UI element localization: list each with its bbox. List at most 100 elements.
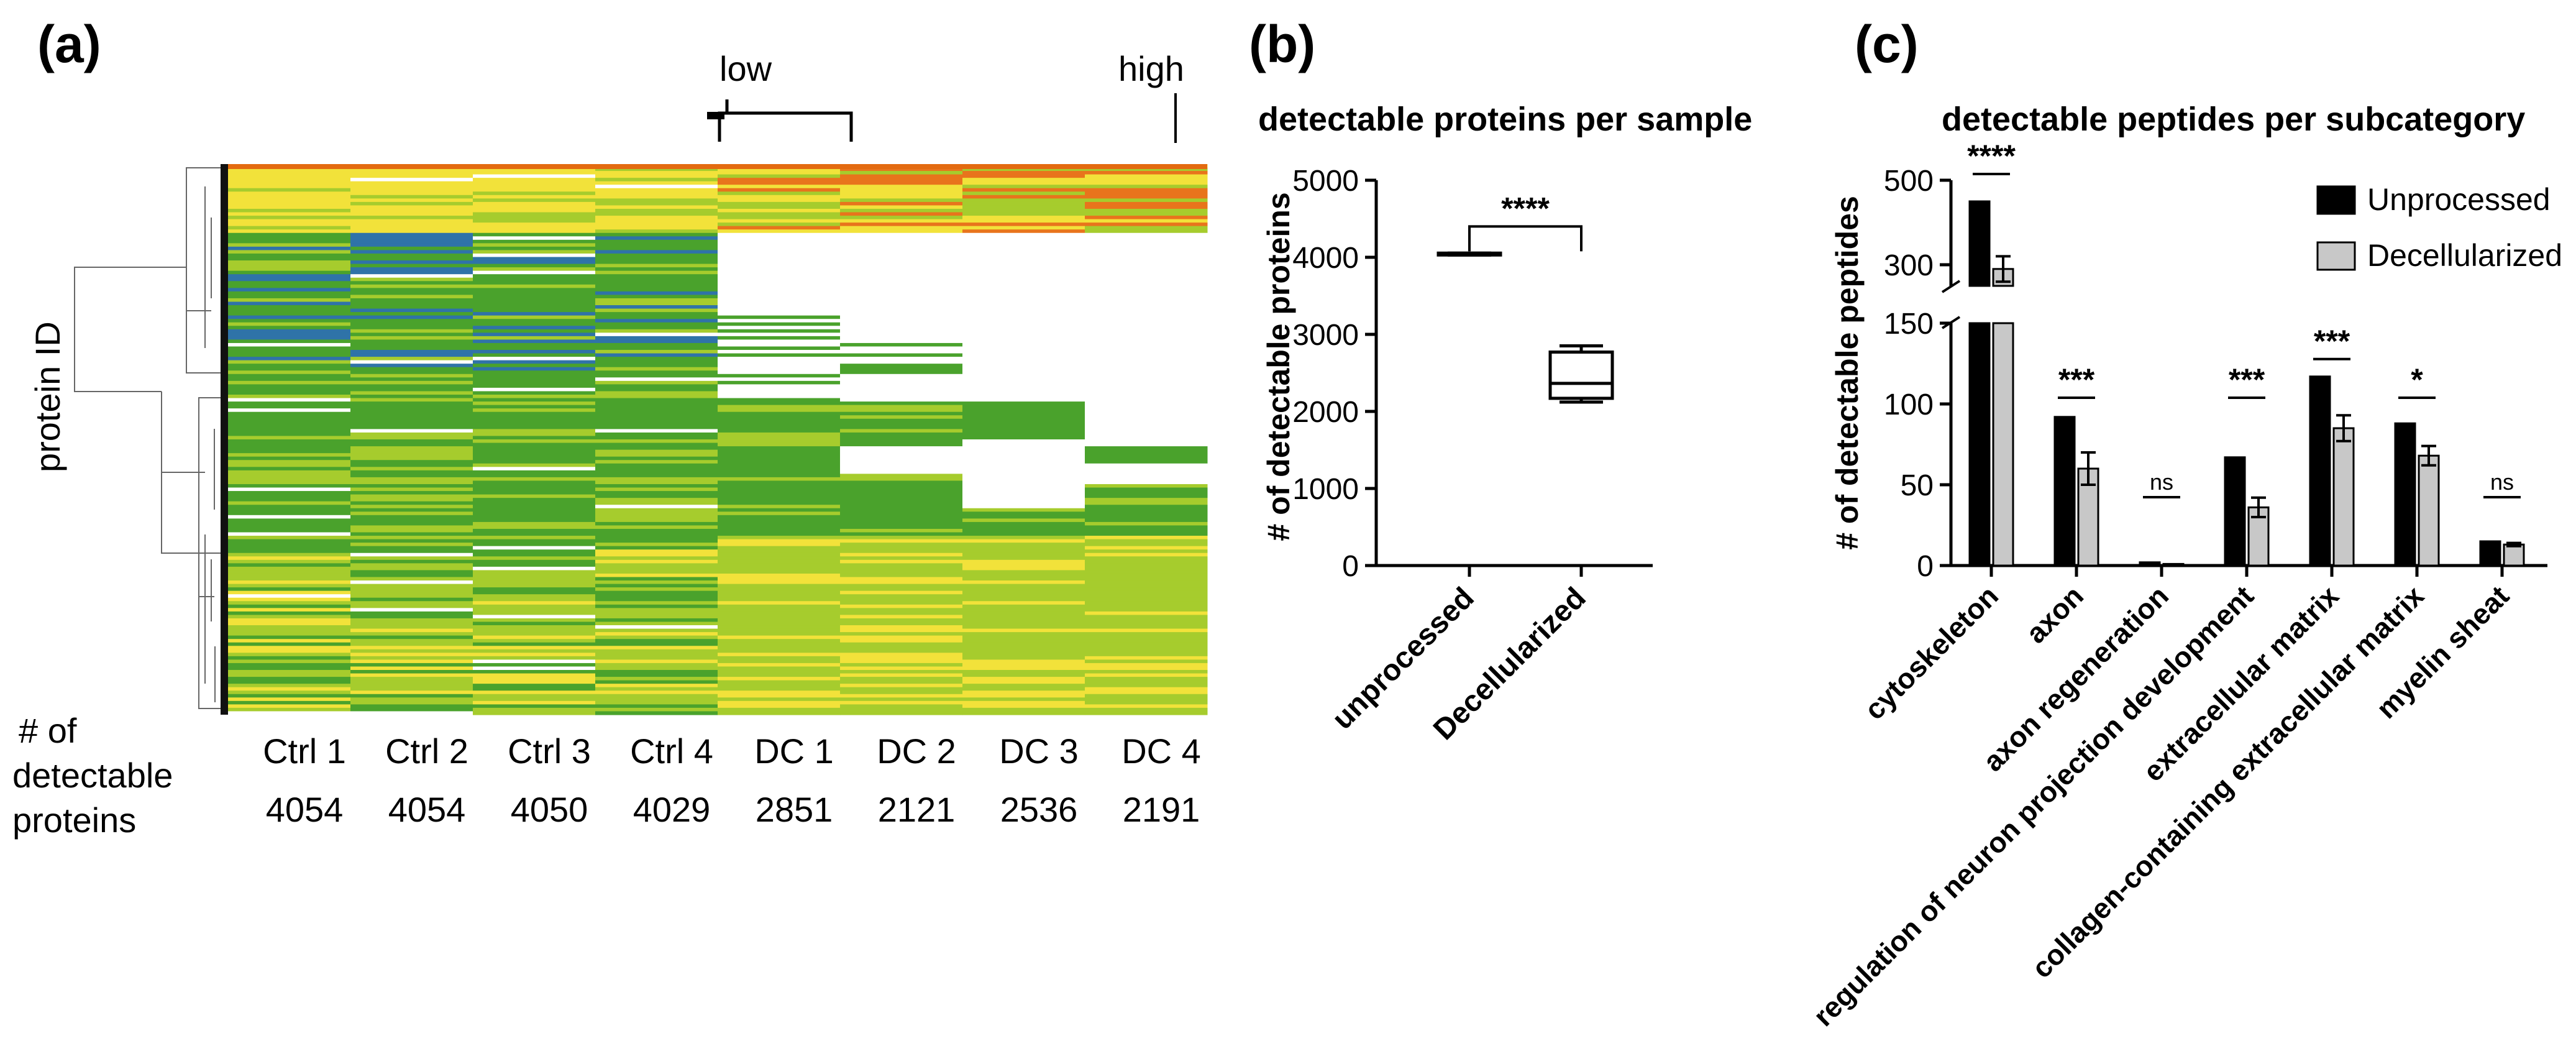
heatmap-cell bbox=[962, 521, 1085, 526]
heatmap-cell bbox=[840, 521, 963, 526]
heatmap-cell bbox=[1085, 305, 1208, 309]
heatmap-cell bbox=[1085, 528, 1208, 533]
heatmap-cell bbox=[840, 208, 963, 213]
heatmap-cell bbox=[962, 639, 1085, 643]
heatmap-cell bbox=[350, 408, 473, 413]
heatmap-cell bbox=[473, 205, 596, 209]
heatmap-cell bbox=[473, 597, 596, 602]
heatmap-cell bbox=[473, 687, 596, 691]
heatmap-cell bbox=[840, 470, 963, 474]
heatmap-cell bbox=[962, 559, 1085, 564]
heatmap-cell bbox=[228, 573, 351, 578]
heatmap-cell bbox=[718, 543, 841, 547]
heatmap-cell bbox=[350, 694, 473, 698]
heatmap-cell bbox=[473, 195, 596, 199]
heatmap-cell bbox=[840, 659, 963, 664]
boxplot-ytick-label: 5000 bbox=[1292, 165, 1359, 198]
heatmap-cell bbox=[718, 625, 841, 630]
heatmap-cell bbox=[595, 543, 718, 547]
heatmap-cell bbox=[473, 487, 596, 492]
heatmap-cell bbox=[595, 232, 718, 237]
heatmap-cell bbox=[718, 198, 841, 203]
heatmap-cell bbox=[595, 677, 718, 681]
heatmap-cell bbox=[350, 264, 473, 268]
heatmap-cell bbox=[840, 477, 963, 482]
heatmap-cell bbox=[718, 315, 841, 319]
heatmap-cell bbox=[1085, 201, 1208, 206]
heatmap-cell bbox=[718, 319, 841, 323]
heatmap-cell bbox=[595, 243, 718, 247]
heatmap-cell bbox=[840, 312, 963, 316]
heatmap-cell bbox=[595, 329, 718, 333]
heatmap-cell bbox=[228, 216, 351, 220]
heatmap-cell bbox=[350, 684, 473, 688]
heatmap-cell bbox=[595, 632, 718, 636]
heatmap-cell bbox=[718, 494, 841, 498]
heatmap-cell bbox=[840, 559, 963, 564]
heatmap-cell bbox=[350, 415, 473, 419]
heatmap-cell bbox=[1085, 460, 1208, 464]
heatmap-cell bbox=[840, 387, 963, 392]
heatmap-cell bbox=[228, 374, 351, 378]
heatmap-cell bbox=[595, 707, 718, 712]
heatmap-cell bbox=[840, 395, 963, 399]
heatmap-cell bbox=[718, 178, 841, 182]
heatmap-cell bbox=[962, 456, 1085, 461]
heatmap-cell bbox=[962, 301, 1085, 306]
heatmap-cell bbox=[473, 380, 596, 385]
heatmap-cell bbox=[1085, 518, 1208, 523]
heatmap-cell bbox=[1085, 212, 1208, 216]
heatmap-cell bbox=[350, 543, 473, 547]
heatmap-cell bbox=[350, 212, 473, 216]
heatmap-cell bbox=[350, 432, 473, 437]
heatmap-cell bbox=[473, 219, 596, 223]
heatmap-cell bbox=[228, 487, 351, 492]
heatmap-cell bbox=[1085, 700, 1208, 705]
heatmap-cell bbox=[962, 295, 1085, 299]
heatmap-cell bbox=[718, 432, 841, 437]
heatmap-cell bbox=[473, 181, 596, 185]
heatmap-cell bbox=[962, 384, 1085, 388]
heatmap-cell bbox=[595, 380, 718, 385]
heatmap-cell bbox=[228, 580, 351, 585]
heatmap-cell bbox=[962, 377, 1085, 382]
heatmap-cell bbox=[228, 601, 351, 605]
heatmap-cell bbox=[350, 449, 473, 454]
heatmap-cell bbox=[350, 342, 473, 347]
heatmap-cell bbox=[595, 391, 718, 395]
heatmap-cell bbox=[228, 442, 351, 447]
heatmap-cell bbox=[962, 539, 1085, 543]
heatmap-cell bbox=[840, 491, 963, 495]
heatmap-cell bbox=[1085, 684, 1208, 688]
heatmap-cell bbox=[473, 208, 596, 213]
heatmap-cell bbox=[718, 326, 841, 330]
heatmap-cell bbox=[840, 377, 963, 382]
heatmap-cell bbox=[595, 342, 718, 347]
heatmap-cell bbox=[595, 253, 718, 258]
heatmap-cell bbox=[962, 367, 1085, 371]
heatmap-cell bbox=[962, 525, 1085, 530]
heatmap-cell bbox=[962, 201, 1085, 206]
heatmap-cell bbox=[718, 291, 841, 296]
heatmap-cell bbox=[718, 508, 841, 512]
heatmap-cell bbox=[473, 236, 596, 241]
heatmap-cell bbox=[473, 670, 596, 674]
heatmap-cell bbox=[718, 666, 841, 671]
heatmap-cell bbox=[718, 395, 841, 399]
heatmap-cell bbox=[840, 518, 963, 523]
heatmap-cell bbox=[962, 618, 1085, 623]
barchart-bar bbox=[2332, 427, 2355, 567]
heatmap-cell bbox=[962, 628, 1085, 633]
sample-count: 2851 bbox=[756, 790, 833, 829]
heatmap-cell bbox=[350, 332, 473, 337]
heatmap-cell bbox=[718, 484, 841, 488]
heatmap-cell bbox=[962, 532, 1085, 536]
heatmap-cell bbox=[840, 528, 963, 533]
heatmap-cell bbox=[228, 666, 351, 671]
heatmap-cell bbox=[718, 270, 841, 275]
heatmap-cell bbox=[228, 387, 351, 392]
heatmap-cell bbox=[595, 298, 718, 303]
heatmap-cell bbox=[228, 584, 351, 588]
heatmap-cell bbox=[595, 260, 718, 265]
heatmap-cell bbox=[228, 467, 351, 471]
